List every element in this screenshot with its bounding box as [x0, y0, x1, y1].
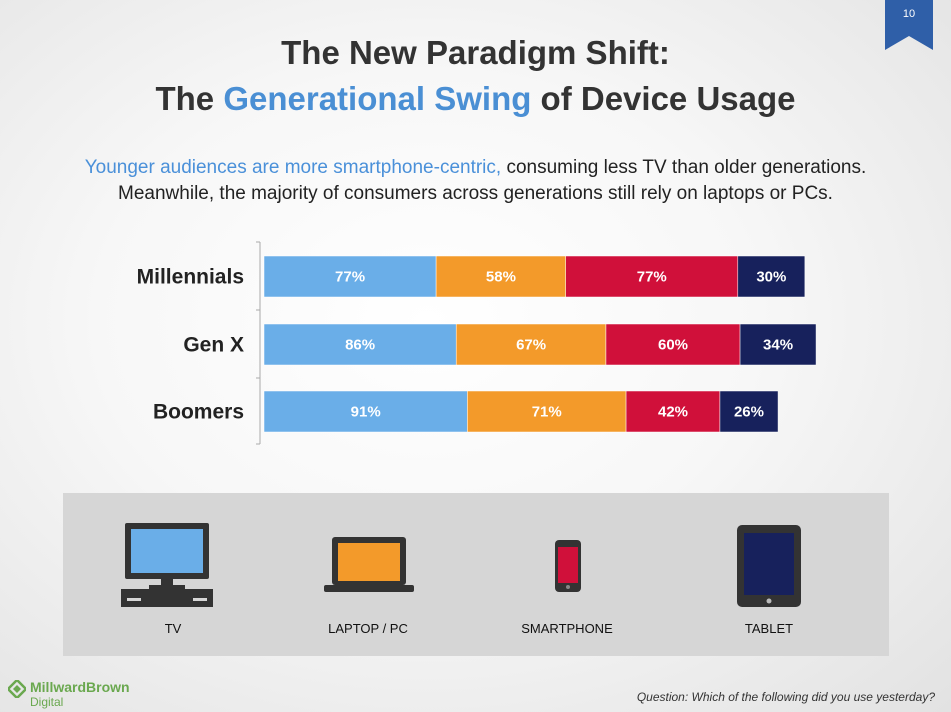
bar-segment	[263, 255, 437, 298]
data-label: 67%	[516, 337, 546, 354]
category-label: Millennials	[137, 266, 244, 289]
footer-question: Question: Which of the following did you…	[636, 690, 935, 704]
data-label: 77%	[637, 269, 667, 286]
bar-segment	[263, 390, 468, 433]
bookmark-icon	[885, 0, 933, 50]
bar-segment	[739, 323, 817, 366]
subtitle-rest: consuming less TV than older generations…	[501, 157, 867, 178]
title-line-1: The New Paradigm Shift:	[281, 34, 670, 71]
legend-item-laptop: LAPTOP / PC	[268, 493, 468, 656]
bar-segment	[467, 390, 627, 433]
bar-segment	[625, 390, 721, 433]
title-line-2: The Generational Swing of Device Usage	[0, 76, 951, 122]
slide-subtitle: Younger audiences are more smartphone-ce…	[0, 155, 951, 207]
title-accent: Generational Swing	[223, 80, 532, 117]
bar-segment	[455, 323, 607, 366]
logo-text-2: Digital	[30, 695, 64, 709]
data-label: 77%	[335, 269, 365, 286]
smartphone-icon	[555, 540, 581, 592]
laptop-icon	[324, 537, 414, 592]
data-label: 58%	[486, 269, 516, 286]
logo-mark-icon	[8, 680, 26, 698]
data-label: 86%	[345, 337, 375, 354]
legend-item-smartphone: SMARTPHONE	[467, 493, 667, 656]
legend-label-laptop: LAPTOP / PC	[328, 621, 408, 636]
category-label: Boomers	[153, 401, 244, 424]
legend-label-tablet: TABLET	[744, 621, 794, 636]
data-label: 91%	[351, 404, 381, 421]
bar-segment	[719, 390, 779, 433]
subtitle-line-1: Younger audiences are more smartphone-ce…	[0, 155, 951, 181]
page-number: 10	[902, 8, 916, 20]
tablet-icon	[737, 525, 801, 607]
data-label: 71%	[532, 404, 562, 421]
category-label: Gen X	[183, 334, 244, 357]
subtitle-line-2: Meanwhile, the majority of consumers acr…	[118, 183, 833, 204]
bar-segment	[435, 255, 566, 298]
legend-panel: TV LAPTOP / PC SMARTPHONE TABLET	[63, 493, 889, 656]
bar-segment	[263, 323, 457, 366]
stacked-bar-chart: Millennials 77% 58% 77% 30% Gen X 86% 67% 60% 34%…	[137, 241, 817, 445]
data-label: 42%	[658, 404, 688, 421]
tv-icon	[121, 523, 213, 607]
data-label: 60%	[658, 337, 688, 354]
legend-label-smartphone: SMARTPHONE	[521, 621, 613, 636]
logo-text-1: MillwardBrown	[30, 679, 130, 695]
company-logo: MillwardBrown Digital	[8, 676, 208, 710]
legend-item-tablet: TABLET	[669, 493, 869, 656]
title-line-2-pre: The	[155, 80, 224, 117]
data-label: 34%	[763, 337, 793, 354]
data-label: 26%	[734, 404, 764, 421]
slide-title: The New Paradigm Shift: The Generational…	[0, 30, 951, 122]
data-label: 30%	[756, 269, 786, 286]
legend-label-tv: TV	[164, 621, 182, 636]
subtitle-accent: Younger audiences are more smartphone-ce…	[84, 157, 502, 178]
page-number-badge: 10	[885, 0, 933, 50]
bar-segment	[737, 255, 806, 298]
title-line-2-post: of Device Usage	[531, 80, 796, 117]
legend-item-tv: TV	[73, 493, 273, 656]
bar-segment	[565, 255, 739, 298]
